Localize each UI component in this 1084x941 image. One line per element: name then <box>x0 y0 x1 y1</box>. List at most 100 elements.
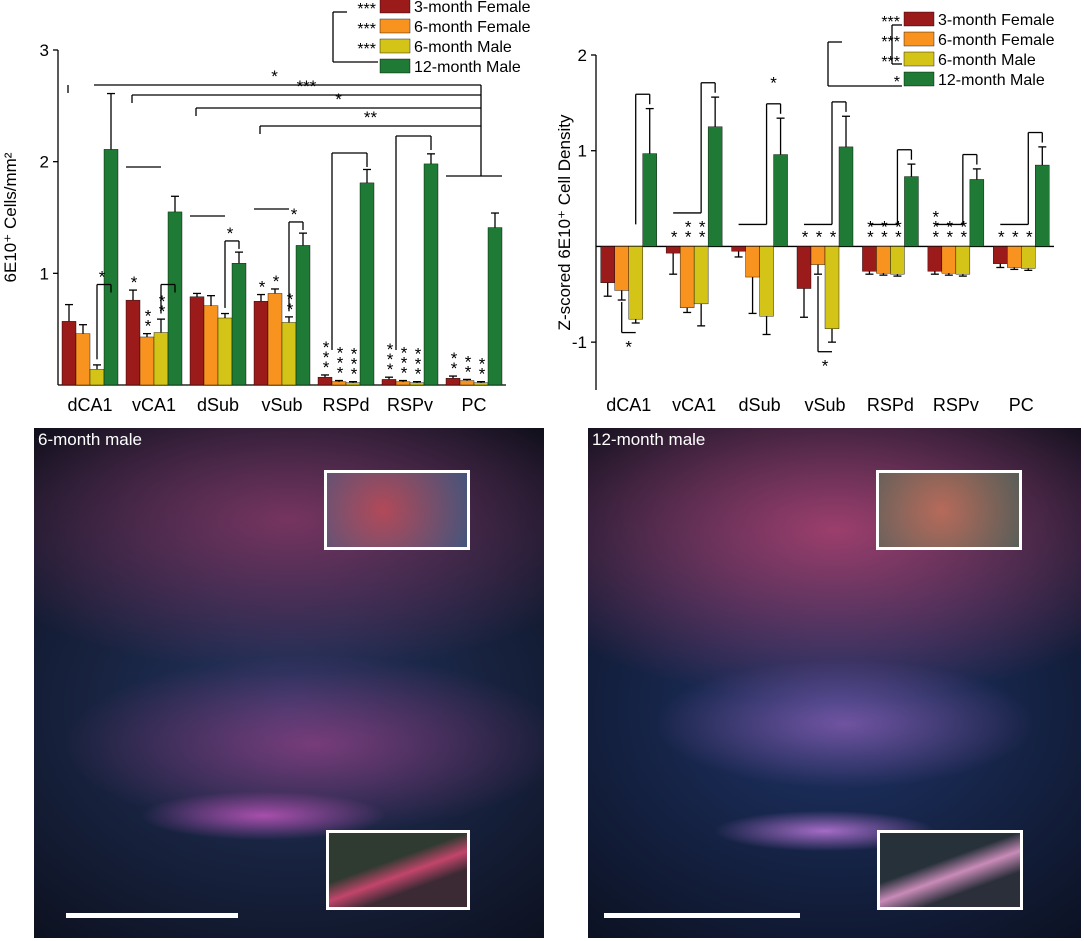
significance-star: * <box>671 227 678 246</box>
bar <box>731 246 746 252</box>
significance-star: * <box>465 352 472 371</box>
legend-sig: * <box>894 74 900 91</box>
bar <box>969 179 985 247</box>
significance-star: * <box>415 345 422 364</box>
legend-label: 6-month Female <box>414 19 531 36</box>
y-tick-label: 3 <box>40 41 49 60</box>
bar <box>139 336 155 386</box>
group-sig: * <box>335 90 342 109</box>
bar <box>61 321 77 386</box>
legend-swatch <box>379 58 411 74</box>
significance-star: * <box>387 360 394 379</box>
bar <box>759 246 774 317</box>
bar <box>773 154 788 247</box>
significance-star: * <box>867 217 874 236</box>
legend-swatch <box>903 31 935 47</box>
inset-lower <box>326 830 470 910</box>
x-tick-label: RSPd <box>867 395 914 415</box>
x-tick-label: vSub <box>261 395 302 415</box>
significance-star: * <box>401 354 408 373</box>
below-sig: * <box>625 338 632 357</box>
significance-star: * <box>699 227 706 246</box>
legend-label: 12-month Male <box>414 59 521 76</box>
legend-label: 6-month Male <box>414 39 512 56</box>
group-sig: *** <box>297 77 317 96</box>
bar <box>862 246 877 272</box>
bar <box>281 322 297 386</box>
bar <box>642 153 657 247</box>
legend-sig: *** <box>881 54 900 71</box>
legend-sig: *** <box>357 1 376 18</box>
pair-sig: * <box>227 224 234 243</box>
significance-star: * <box>337 344 344 363</box>
significance-star: * <box>323 348 330 367</box>
significance-star: * <box>387 350 394 369</box>
significance-star: * <box>415 355 422 374</box>
x-tick-label: RSPv <box>387 395 433 415</box>
significance-star: * <box>998 227 1005 246</box>
x-tick-label: RSPd <box>322 395 369 415</box>
y-tick-label: 1 <box>40 264 49 283</box>
legend-swatch <box>903 51 935 67</box>
significance-star: * <box>159 292 166 311</box>
group-sig: * <box>271 67 278 86</box>
micrograph-6-month-male: 6-month male <box>34 428 544 938</box>
bar <box>838 146 854 247</box>
bar <box>125 299 141 386</box>
bar <box>1021 246 1036 269</box>
scale-bar <box>604 913 800 918</box>
bar <box>890 246 905 275</box>
legend-label: 12-month Male <box>938 72 1045 89</box>
significance-star: * <box>145 317 152 336</box>
bar <box>745 246 760 278</box>
inset-upper <box>324 470 470 550</box>
significance-star: * <box>337 364 344 383</box>
legend-swatch <box>379 0 411 14</box>
bar <box>267 293 283 386</box>
y-tick-label: 2 <box>578 46 587 65</box>
significance-star: * <box>816 227 823 246</box>
y-tick-label: 2 <box>40 153 49 172</box>
chart-zscored-density: -1 1 2 Z-scored 6E10⁺ Cell Density dCA1 vCA1 d… <box>555 11 1055 415</box>
significance-star: * <box>947 217 954 236</box>
y-axis-label: Z-scored 6E10⁺ Cell Density <box>555 114 574 330</box>
legend-swatch <box>903 11 935 27</box>
significance-star: * <box>451 359 458 378</box>
significance-star: * <box>323 358 330 377</box>
scale-bar <box>66 913 238 918</box>
significance-star: * <box>947 227 954 246</box>
significance-star: * <box>131 273 138 292</box>
inset-upper <box>876 470 1022 550</box>
bar <box>707 126 723 247</box>
legend-label: 3-month Female <box>414 0 531 16</box>
bar <box>103 149 119 386</box>
group-sig: ** <box>364 108 378 127</box>
significance-star: * <box>351 345 358 364</box>
x-tick-label: vSub <box>804 395 845 415</box>
significance-star: * <box>961 217 968 236</box>
bar <box>1007 246 1022 268</box>
y-tick-label: 1 <box>578 142 587 161</box>
significance-star: * <box>479 365 486 384</box>
significance-star: * <box>881 217 888 236</box>
bar <box>75 333 91 386</box>
significance-star: * <box>401 364 408 383</box>
bar <box>876 246 891 274</box>
x-tick-label: vCA1 <box>672 395 716 415</box>
significance-star: * <box>287 300 294 319</box>
legend-label: 6-month Female <box>938 32 1055 49</box>
bar <box>1035 164 1050 247</box>
significance-star: * <box>895 217 902 236</box>
bar <box>941 246 957 274</box>
significance-star: * <box>881 227 888 246</box>
bar <box>614 246 629 291</box>
bar <box>167 211 183 386</box>
significance-star: * <box>287 290 294 309</box>
bar <box>796 246 812 289</box>
significance-star: * <box>933 217 940 236</box>
significance-star: * <box>387 340 394 359</box>
significance-star: * <box>1012 227 1019 246</box>
significance-star: * <box>415 365 422 384</box>
significance-star: * <box>830 227 837 246</box>
significance-star: * <box>933 227 940 246</box>
